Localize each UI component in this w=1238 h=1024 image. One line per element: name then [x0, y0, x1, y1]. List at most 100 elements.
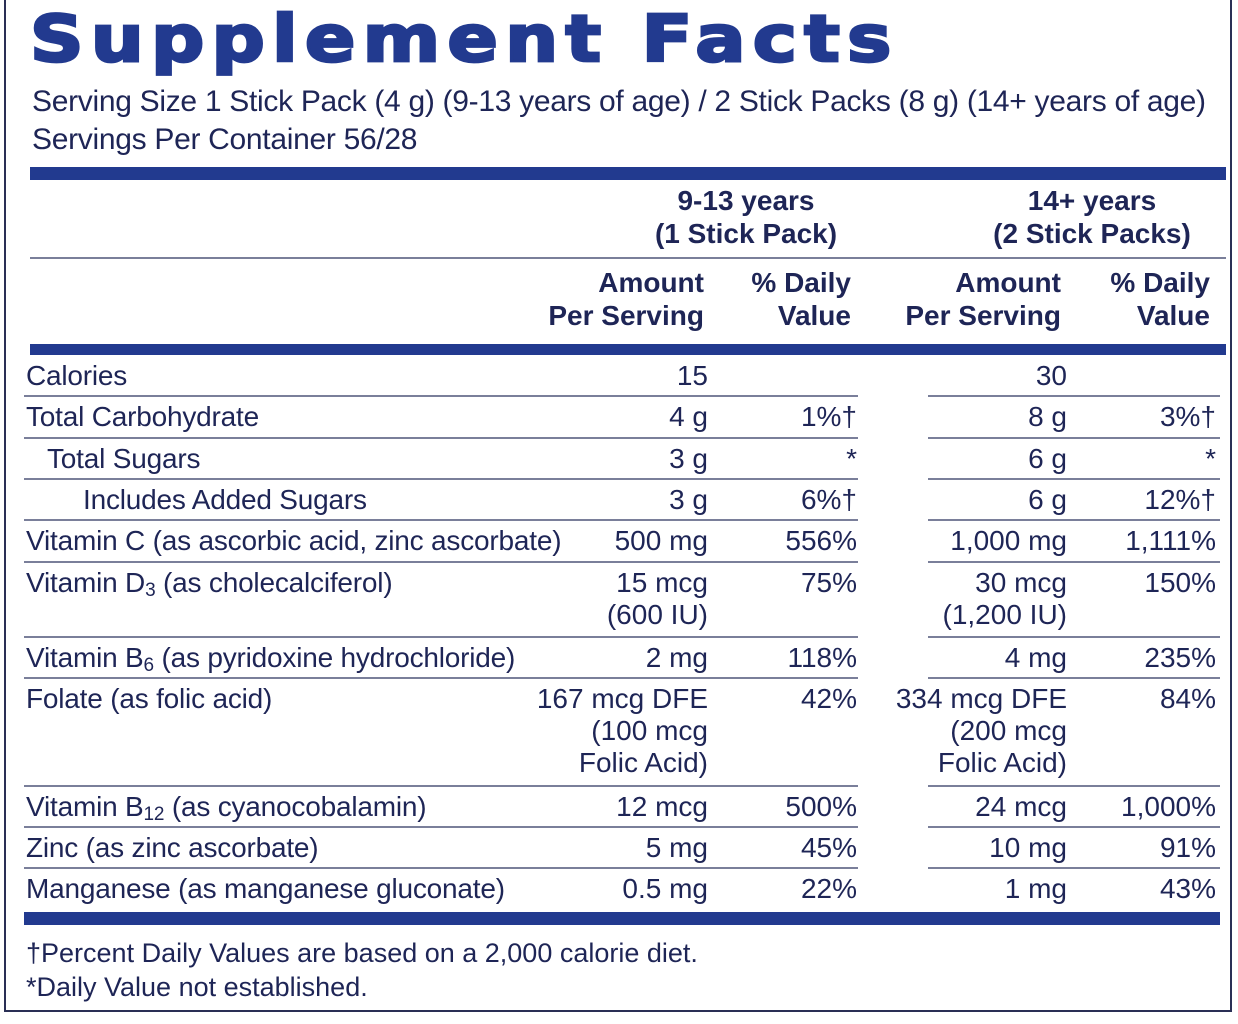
col-header-dv-line1: % Daily: [1110, 267, 1210, 298]
nutrient-name-prefix: Vitamin D: [26, 567, 146, 598]
amount-line: 30 mcg: [975, 567, 1067, 598]
nutrient-name-suffix: (as cholecalciferol): [155, 567, 393, 598]
nutrient-name-subscript: 3: [145, 580, 156, 601]
nutrient-name: Total Sugars: [47, 443, 201, 474]
row-divider: [24, 867, 858, 869]
amount-line: (1,200 IU): [942, 599, 1068, 630]
amount-14-plus: 8 g: [1028, 401, 1067, 432]
daily-value-14-plus: 235%: [1144, 642, 1216, 673]
amount-9-13: 4 g: [669, 401, 708, 432]
amount-9-13: 2 mg: [645, 642, 708, 673]
nutrient-name-prefix: Vitamin B: [26, 642, 144, 673]
col-header-dv-1: % Daily Value: [751, 266, 851, 332]
amount-line: (200 mcg: [950, 715, 1067, 746]
row-divider: [928, 478, 1220, 480]
row-divider: [928, 636, 1220, 638]
amount-14-plus: 30 mcg (1,200 IU): [943, 567, 1068, 631]
nutrient-name: Vitamin B6 (as pyridoxine hydrochloride): [26, 642, 515, 682]
row-divider: [928, 395, 1220, 397]
nutrient-name: Manganese (as manganese gluconate): [26, 873, 505, 904]
row-divider: [928, 867, 1220, 869]
amount-14-plus: 4 mg: [1004, 642, 1067, 673]
thick-rule-middle: [30, 344, 1226, 355]
daily-value-9-13: 1%†: [800, 401, 857, 432]
row-divider: [24, 395, 858, 397]
amount-9-13: 5 mg: [645, 832, 708, 863]
nutrient-name: Vitamin B12 (as cyanocobalamin): [26, 791, 427, 831]
amount-9-13: 167 mcg DFE (100 mcg Folic Acid): [537, 683, 708, 779]
amount-9-13: 3 g: [669, 443, 708, 474]
daily-value-9-13: *: [846, 443, 857, 474]
footnote-daily-values: †Percent Daily Values are based on a 2,0…: [26, 938, 698, 968]
group-header-line2: (2 Stick Packs): [993, 218, 1191, 249]
row-divider: [928, 826, 1220, 828]
amount-14-plus: 10 mg: [989, 832, 1067, 863]
footnote-not-established: *Daily Value not established.: [26, 972, 368, 1002]
amount-line: Folic Acid): [578, 747, 708, 778]
row-divider: [24, 519, 858, 521]
nutrient-name-subscript: 6: [143, 655, 155, 676]
daily-value-9-13: 6%†: [800, 484, 857, 515]
daily-value-14-plus: 84%: [1159, 683, 1216, 714]
row-divider: [24, 677, 858, 679]
servings-per-container: Servings Per Container 56/28: [32, 123, 418, 156]
group-header-9-13: 9-13 years (1 Stick Pack): [626, 184, 866, 250]
supplement-facts-panel: Supplement Facts Serving Size 1 Stick Pa…: [4, 0, 1232, 1012]
nutrient-name: Zinc (as zinc ascorbate): [26, 832, 319, 863]
thick-rule-top: [30, 167, 1226, 180]
col-header-amount-line2: Per Serving: [905, 300, 1061, 331]
nutrient-name: Folate (as folic acid): [26, 683, 273, 714]
group-header-line2: (1 Stick Pack): [654, 218, 838, 249]
daily-value-14-plus: 1,111%: [1125, 525, 1216, 556]
amount-line: 15 mcg: [616, 567, 708, 598]
amount-9-13: 500 mg: [614, 525, 708, 556]
row-divider: [928, 437, 1220, 439]
amount-14-plus: 6 g: [1028, 484, 1067, 515]
daily-value-9-13: 42%: [800, 683, 857, 714]
row-divider: [928, 519, 1220, 521]
row-divider: [928, 785, 1220, 787]
thick-rule-bottom: [24, 912, 1220, 925]
col-header-dv-line1: % Daily: [751, 267, 851, 298]
amount-14-plus: 1,000 mg: [950, 525, 1067, 556]
amount-9-13: 0.5 mg: [622, 873, 708, 904]
col-header-amount-line2: Per Serving: [548, 300, 704, 331]
daily-value-14-plus: 3%†: [1159, 401, 1216, 432]
row-divider: [24, 437, 858, 439]
daily-value-14-plus: 43%: [1159, 873, 1216, 904]
nutrient-name-subscript: 12: [143, 804, 165, 825]
amount-line: Folic Acid): [937, 747, 1067, 778]
group-header-line1: 14+ years: [1027, 185, 1157, 216]
nutrient-name-suffix: (as pyridoxine hydrochloride): [153, 642, 516, 673]
daily-value-14-plus: 12%†: [1144, 484, 1216, 515]
amount-14-plus: 30: [1035, 360, 1067, 391]
amount-line: (600 IU): [606, 599, 708, 630]
nutrient-name-prefix: Vitamin B: [26, 791, 144, 822]
col-header-amount-line1: Amount: [955, 267, 1061, 298]
daily-value-9-13: 75%: [800, 567, 857, 598]
amount-14-plus: 334 mcg DFE (200 mcg Folic Acid): [896, 683, 1067, 779]
row-divider: [24, 785, 858, 787]
row-divider: [928, 677, 1220, 679]
amount-9-13: 3 g: [669, 484, 708, 515]
nutrient-name: Includes Added Sugars: [83, 484, 367, 515]
daily-value-14-plus: 1,000%: [1121, 791, 1216, 822]
amount-line: 167 mcg DFE: [536, 683, 708, 714]
daily-value-9-13: 22%: [800, 873, 857, 904]
col-header-amount-line1: Amount: [598, 267, 704, 298]
nutrient-name-suffix: (as cyanocobalamin): [164, 791, 427, 822]
daily-value-14-plus: 91%: [1159, 832, 1216, 863]
col-header-dv-line2: Value: [1136, 300, 1210, 331]
row-divider: [24, 636, 858, 638]
amount-14-plus: 1 mg: [1004, 873, 1067, 904]
header-divider: [30, 257, 1226, 259]
col-header-dv-line2: Value: [777, 300, 851, 331]
nutrient-name: Total Carbohydrate: [26, 401, 259, 432]
amount-9-13: 12 mcg: [616, 791, 708, 822]
daily-value-9-13: 118%: [787, 642, 857, 673]
row-divider: [928, 561, 1220, 563]
col-header-amount-1: Amount Per Serving: [548, 266, 704, 332]
group-header-line1: 9-13 years: [677, 185, 815, 216]
nutrient-name: Vitamin C (as ascorbic acid, zinc ascorb…: [26, 525, 562, 556]
daily-value-9-13: 500%: [785, 791, 857, 822]
